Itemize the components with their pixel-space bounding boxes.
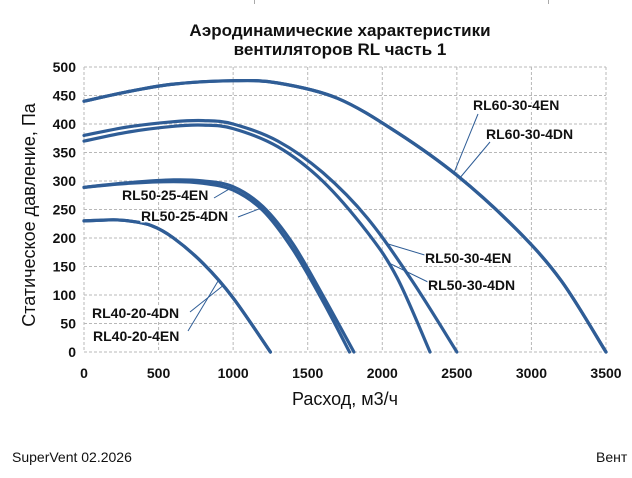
x-tick-label: 2000 (367, 365, 398, 381)
y-axis-label: Статическое давление, Па (19, 102, 39, 327)
chart-title-line1: Аэродинамические характеристики (189, 21, 490, 40)
leader-line (459, 141, 491, 179)
footer-brand-date: SuperVent 02.2026 (12, 449, 132, 465)
x-tick-label: 3500 (590, 365, 621, 381)
leader-line (453, 113, 479, 174)
series-label: RL50-30-4DN (428, 277, 515, 293)
y-tick-label: 150 (53, 259, 77, 275)
top-divider (548, 0, 549, 4)
y-tick-label: 400 (53, 116, 77, 132)
y-tick-label: 0 (68, 344, 76, 360)
series-curve (82, 179, 352, 354)
y-tick-label: 50 (60, 316, 76, 332)
leader-lines (187, 113, 491, 332)
y-tick-labels: 0 50 100 150 200 250 300 350 400 450 500 (53, 59, 77, 360)
chart: RL60-30-4EN RL60-30-4DN RL50-30-4EN RL50-30… (19, 21, 622, 409)
series-label: RL50-25-4DN (141, 208, 228, 224)
y-tick-label: 200 (53, 230, 77, 246)
x-tick-label: 500 (147, 365, 171, 381)
x-tick-label: 2500 (441, 365, 472, 381)
series-label: RL60-30-4DN (486, 126, 573, 142)
leader-line (385, 242, 429, 257)
y-tick-label: 100 (53, 287, 77, 303)
series-label: RL40-20-4EN (93, 328, 179, 344)
x-tick-label: 3000 (516, 365, 547, 381)
leader-line (189, 285, 224, 313)
leader-line (237, 208, 261, 218)
series-label: RL50-25-4EN (122, 187, 208, 203)
y-tick-label: 300 (53, 173, 77, 189)
chart-title-line2: вентиляторов RL часть 1 (234, 40, 447, 59)
leader-line (386, 261, 431, 284)
series-label: RL40-20-4DN (92, 305, 179, 321)
y-tick-label: 350 (53, 145, 77, 161)
leader-line (187, 280, 219, 332)
annotation-labels: RL60-30-4EN RL60-30-4DN RL50-30-4EN RL50-30… (91, 96, 575, 346)
y-tick-label: 250 (53, 202, 77, 218)
top-divider (254, 0, 255, 4)
y-tick-label: 450 (53, 88, 77, 104)
leader-line (213, 186, 234, 199)
series-curve (82, 78, 608, 354)
series-label: RL50-30-4EN (425, 250, 511, 266)
series-curve (82, 123, 432, 354)
x-tick-label: 1500 (292, 365, 323, 381)
x-tick-label: 0 (80, 365, 88, 381)
series-label: RL60-30-4EN (473, 97, 559, 113)
series-curve (82, 118, 459, 354)
x-tick-labels: 0 500 1000 1500 2000 2500 3000 3500 (80, 365, 622, 381)
x-tick-label: 1000 (218, 365, 249, 381)
grid (83, 66, 607, 353)
series-curve (82, 218, 272, 354)
x-axis-label: Расход, м3/ч (292, 389, 398, 409)
footer-right-text: Вент (596, 449, 628, 465)
y-tick-label: 500 (53, 59, 77, 75)
